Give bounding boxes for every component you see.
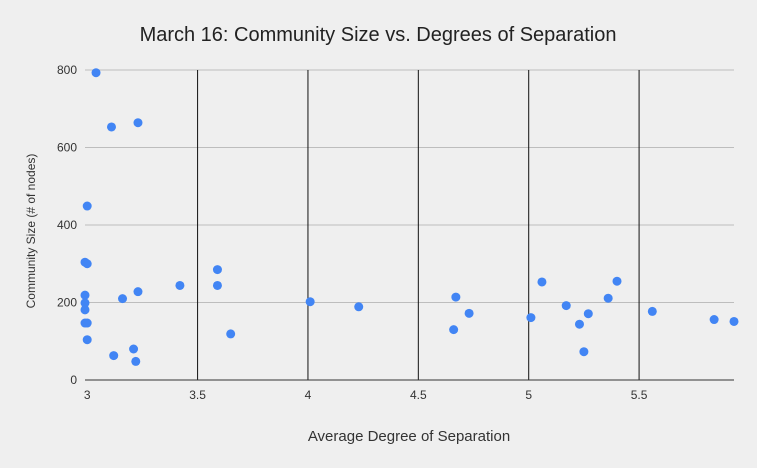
y-tick-label: 0 xyxy=(70,373,77,387)
y-axis-title: Community Size (# of nodes) xyxy=(24,154,38,309)
data-point xyxy=(82,201,92,211)
data-point xyxy=(537,277,547,287)
data-point xyxy=(583,309,593,319)
x-tick-label: 3.5 xyxy=(189,388,206,402)
data-point xyxy=(106,122,116,132)
data-point xyxy=(212,265,222,275)
data-point xyxy=(561,301,571,311)
data-point xyxy=(131,356,141,366)
data-point xyxy=(82,335,92,345)
y-tick-labels: 0 200 400 600 800 xyxy=(57,63,77,387)
data-point xyxy=(354,302,364,312)
data-point xyxy=(612,276,622,286)
data-point xyxy=(729,316,739,326)
data-point xyxy=(579,347,589,357)
data-points xyxy=(80,68,739,366)
x-tick-label: 5.5 xyxy=(631,388,648,402)
data-point xyxy=(80,305,90,315)
x-tick-label: 3 xyxy=(84,388,91,402)
x-tick-labels: 3 3.5 4 4.5 5 5.5 xyxy=(84,388,648,402)
vertical-gridlines xyxy=(197,70,640,380)
x-tick-label: 4 xyxy=(305,388,312,402)
y-tick-label: 400 xyxy=(57,218,77,232)
data-point xyxy=(709,315,719,325)
y-tick-label: 800 xyxy=(57,63,77,77)
horizontal-gridlines xyxy=(85,69,734,303)
data-point xyxy=(464,308,474,318)
data-point xyxy=(82,259,92,269)
data-point xyxy=(603,293,613,303)
y-tick-label: 200 xyxy=(57,296,77,310)
chart-title: March 16: Community Size vs. Degrees of … xyxy=(140,24,617,46)
data-point xyxy=(647,306,657,316)
data-point xyxy=(129,344,139,354)
data-point xyxy=(109,351,119,361)
data-point xyxy=(449,325,459,335)
data-point xyxy=(80,290,90,300)
data-point xyxy=(80,298,90,308)
data-point xyxy=(212,280,222,290)
data-point xyxy=(133,287,143,297)
data-point xyxy=(91,68,101,78)
data-point xyxy=(574,319,584,329)
x-tick-label: 5 xyxy=(525,388,532,402)
data-point xyxy=(175,280,185,290)
y-tick-label: 600 xyxy=(57,141,77,155)
data-point xyxy=(118,294,128,304)
data-point xyxy=(133,118,143,128)
data-point xyxy=(226,329,236,339)
x-tick-label: 4.5 xyxy=(410,388,427,402)
data-point xyxy=(451,292,461,302)
data-point xyxy=(526,313,536,323)
data-point xyxy=(82,318,92,328)
data-point xyxy=(305,297,315,307)
x-axis-title: Average Degree of Separation xyxy=(308,428,510,445)
